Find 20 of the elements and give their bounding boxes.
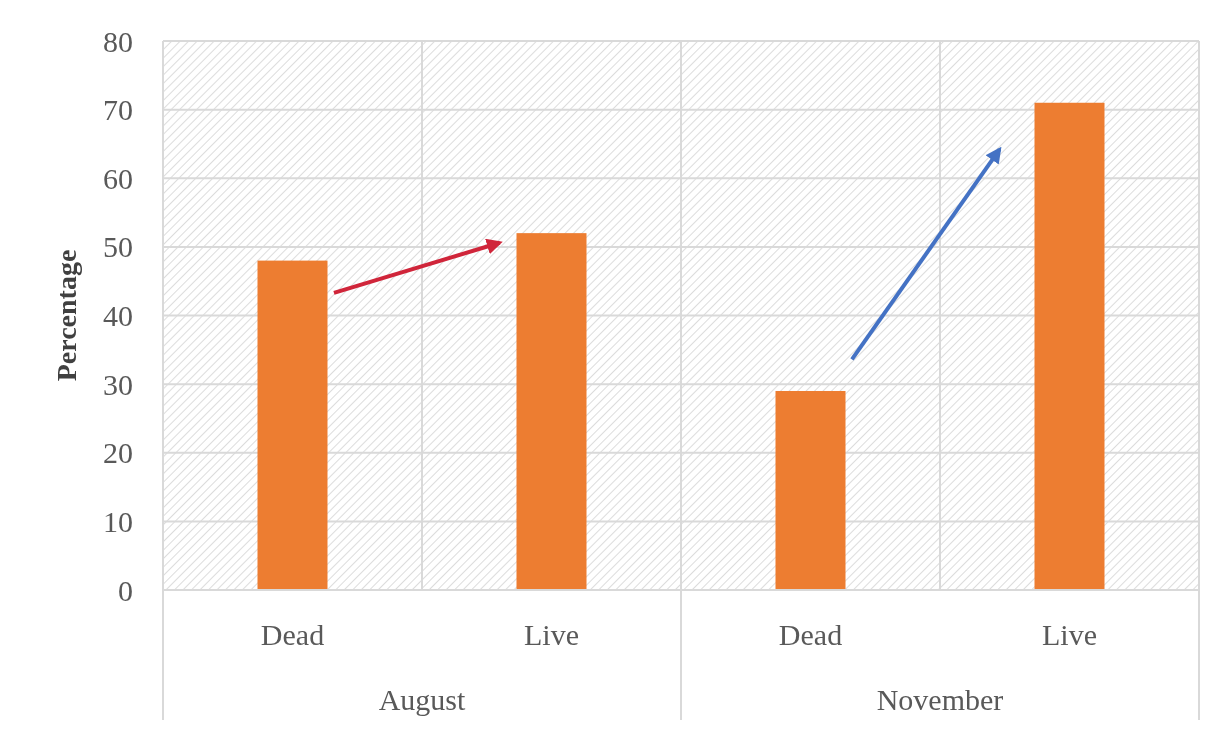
text: August <box>378 683 466 716</box>
y-tick-label: 40 <box>103 299 133 332</box>
y-tick-label: 10 <box>103 504 133 538</box>
x-tick-label: Live <box>524 618 579 651</box>
y-tick-label: 70 <box>103 93 133 127</box>
bar <box>1034 102 1105 590</box>
y-tick-label: 80 <box>103 24 133 58</box>
y-tick-label: 0 <box>118 573 133 607</box>
y-tick-label: 20 <box>103 436 133 470</box>
x-tick-label: Live <box>1042 618 1097 651</box>
y-tick-label: 60 <box>103 161 133 195</box>
x-tick-label: Dead <box>778 618 843 651</box>
x-tick-label: Dead <box>260 618 325 651</box>
text: November <box>876 683 1004 716</box>
bar <box>516 233 587 590</box>
bar <box>775 390 846 590</box>
bar <box>257 260 328 590</box>
y-tick-label: 30 <box>103 367 133 401</box>
y-axis-title: Percentage <box>51 249 82 382</box>
y-tick-label: 50 <box>103 230 133 264</box>
